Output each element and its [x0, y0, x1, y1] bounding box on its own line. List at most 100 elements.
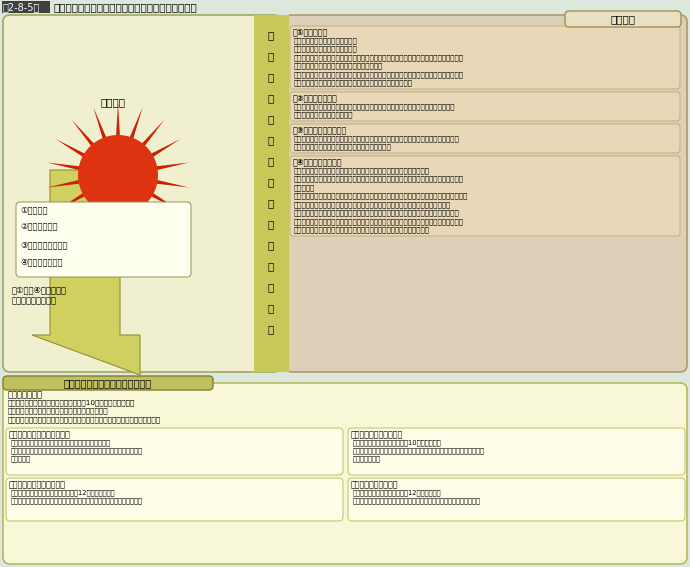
FancyBboxPatch shape	[565, 11, 681, 27]
FancyBboxPatch shape	[290, 124, 680, 153]
Text: 緊急消防援助隊の基本的な出動とアクションプラン: 緊急消防援助隊の基本的な出動とアクションプラン	[54, 2, 198, 12]
Polygon shape	[121, 107, 143, 159]
Text: づ: づ	[268, 261, 274, 271]
Polygon shape	[32, 170, 140, 375]
Text: 災害発生: 災害発生	[101, 97, 126, 107]
Text: ２　第１次出動都道府県大隊で不足する場合、必要に応じ出動要請を行う: ２ 第１次出動都道府県大隊で不足する場合、必要に応じ出動要請を行う	[11, 497, 143, 503]
Text: １　被災想定都道府県に対し、12航空隊を指定: １ 被災想定都道府県に対し、12航空隊を指定	[353, 489, 442, 496]
Text: （２）発生した地震により中部地方、近畿地方及び四国・九州地方の３地域のいずれにお: （２）発生した地震により中部地方、近畿地方及び四国・九州地方の３地域のいずれにお	[294, 193, 469, 199]
Text: 【④南海トラフ地震】: 【④南海トラフ地震】	[293, 158, 342, 167]
Text: 【出動準備都道府県大隊】: 【出動準備都道府県大隊】	[9, 480, 66, 489]
Text: り、迅速かつ的確な対応が可能であると消防庁長官が判断した場合: り、迅速かつ的確な対応が可能であると消防庁長官が判断した場合	[294, 226, 430, 233]
Text: ・①から④以外の地震: ・①から④以外の地震	[12, 285, 67, 294]
FancyBboxPatch shape	[290, 92, 680, 121]
FancyBboxPatch shape	[290, 156, 680, 236]
Polygon shape	[47, 175, 101, 188]
Text: １　全国を８ブロックに分け、各６から10の指揮支援隊を指定: １ 全国を８ブロックに分け、各６から10の指揮支援隊を指定	[8, 399, 135, 405]
Text: 基: 基	[268, 240, 274, 250]
Text: ・その他の自然災害: ・その他の自然災害	[12, 296, 57, 305]
Text: ２　第１次出動航空部隊で不足する場合、必要に応じて出動要請を行う: ２ 第１次出動航空部隊で不足する場合、必要に応じて出動要請を行う	[353, 497, 481, 503]
Text: 被害が見込まれ、又はアクションプランに基づき緊急消防援助隊を運用することによ: 被害が見込まれ、又はアクションプランに基づき緊急消防援助隊を運用することによ	[294, 218, 464, 225]
Text: 各: 各	[268, 30, 274, 40]
Text: 【②首都直下地震】: 【②首都直下地震】	[293, 94, 337, 103]
Text: ョ: ョ	[268, 114, 274, 124]
Text: 強）以上の地震が発生した場合: 強）以上の地震が発生した場合	[294, 112, 353, 118]
Text: ④南海トラフ地震: ④南海トラフ地震	[20, 257, 63, 266]
Text: ア: ア	[268, 51, 274, 61]
Polygon shape	[47, 163, 101, 175]
Text: く: く	[268, 282, 274, 292]
Polygon shape	[132, 181, 180, 211]
FancyBboxPatch shape	[348, 478, 685, 521]
Text: ２　災害発生地及び運航可能機体等を考慮し、必要な航空隊に対し出動要: ２ 災害発生地及び運航可能機体等を考慮し、必要な航空隊に対し出動要	[353, 447, 485, 454]
Text: １　被災想定都道府県に対し、10航空隊を指定: １ 被災想定都道府県に対し、10航空隊を指定	[353, 439, 442, 446]
Text: 【第１次出動都道府県大隊】: 【第１次出動都道府県大隊】	[9, 430, 71, 439]
Text: 適用基準: 適用基準	[611, 14, 635, 24]
Text: １　東海地震に係る注意情報発表: １ 東海地震に係る注意情報発表	[294, 37, 357, 44]
Text: 対: 対	[268, 303, 274, 313]
Text: 第2-8-5図: 第2-8-5図	[3, 2, 41, 12]
Text: 【①東海地震】: 【①東海地震】	[293, 28, 328, 37]
Text: ２　各指揮支援隊から、指揮支援部隊長を１隊指定: ２ 各指揮支援隊から、指揮支援部隊長を１隊指定	[8, 408, 108, 414]
Bar	[0, 0, 690, 14]
Text: プ: プ	[268, 156, 274, 166]
Text: を行う: を行う	[11, 455, 31, 462]
Text: 請等を行う: 請等を行う	[353, 455, 381, 462]
Text: 【出動準備航空小隊】: 【出動準備航空小隊】	[351, 480, 399, 489]
Polygon shape	[115, 193, 121, 247]
Text: 令指定都市は震度５強）以上の地震が発生した場合: 令指定都市は震度５強）以上の地震が発生した場合	[294, 143, 392, 150]
Text: ①東海地震: ①東海地震	[20, 205, 48, 214]
Text: ラ: ラ	[268, 177, 274, 187]
Text: ４　想定震源域内を震源とし、強化地域８都県中２以上の都県で震度６弱（特別区、政令: ４ 想定震源域内を震源とし、強化地域８都県中２以上の都県で震度６弱（特別区、政令	[294, 71, 464, 78]
Text: シ: シ	[268, 93, 274, 103]
Text: １　被災想定都道府県に対し、近隣の４都道府県を指定: １ 被災想定都道府県に対し、近隣の４都道府県を指定	[11, 439, 111, 446]
Polygon shape	[93, 191, 115, 243]
Text: ２　東海地震に係る警戒宣言発令: ２ 東海地震に係る警戒宣言発令	[294, 45, 357, 52]
Text: 想定震源域内を震源とし、緊急消防援助隊出動対象県６県中２以上の県で震度６弱（政: 想定震源域内を震源とし、緊急消防援助隊出動対象県６県中２以上の県で震度６弱（政	[294, 135, 460, 142]
FancyBboxPatch shape	[2, 1, 50, 13]
Polygon shape	[127, 187, 164, 230]
Polygon shape	[135, 163, 189, 175]
Text: ク: ク	[268, 72, 274, 82]
Text: ン: ン	[268, 135, 274, 145]
Text: ③東南海・南海地震: ③東南海・南海地震	[20, 240, 68, 249]
Text: 基　本　的　な　出　動　計　画: 基 本 的 な 出 動 計 画	[64, 378, 152, 388]
Text: ２　災害発生地及び災害規模等を考慮し、必要な都道府県に対し出動要請: ２ 災害発生地及び災害規模等を考慮し、必要な都道府県に対し出動要請	[11, 447, 143, 454]
FancyBboxPatch shape	[6, 478, 343, 521]
Polygon shape	[93, 107, 115, 159]
Circle shape	[78, 135, 158, 215]
FancyBboxPatch shape	[3, 376, 213, 390]
Text: 【③東南海・南海地震】: 【③東南海・南海地震】	[293, 126, 347, 135]
FancyBboxPatch shape	[3, 15, 281, 372]
Text: ては震度５強）以上の地震が発生した場合: ては震度５強）以上の地震が発生した場合	[294, 62, 383, 69]
FancyBboxPatch shape	[348, 428, 685, 475]
Polygon shape	[115, 103, 121, 157]
Polygon shape	[127, 120, 164, 163]
Text: ３　災害発生地、災害規模等を考慮し、必要な指揮支援隊に出動要請等を行う: ３ 災害発生地、災害規模等を考慮し、必要な指揮支援隊に出動要請等を行う	[8, 416, 161, 422]
Text: 【第１次出動航空小隊】: 【第１次出動航空小隊】	[351, 430, 403, 439]
Text: 【指揮支援隊】: 【指揮支援隊】	[8, 390, 43, 399]
FancyBboxPatch shape	[6, 428, 343, 475]
Polygon shape	[56, 181, 104, 211]
FancyBboxPatch shape	[285, 15, 687, 372]
Text: １　以下の（１）、（２）の条件をいずれも満たす地震が発生した場合: １ 以下の（１）、（２）の条件をいずれも満たす地震が発生した場合	[294, 167, 430, 174]
Polygon shape	[72, 120, 109, 163]
Polygon shape	[56, 139, 104, 169]
Text: ２　上記１の条件を満たす地震が発生した場合の他、南海トラフ地震の被害と同程度の: ２ 上記１の条件を満たす地震が発生した場合の他、南海トラフ地震の被害と同程度の	[294, 209, 460, 216]
Polygon shape	[135, 175, 189, 188]
FancyBboxPatch shape	[16, 202, 191, 277]
FancyBboxPatch shape	[290, 26, 680, 89]
Text: １　被災想定都道府県に対し、近隣の12都道府県を指定: １ 被災想定都道府県に対し、近隣の12都道府県を指定	[11, 489, 115, 496]
Text: （１）発生した地震の震央地名が南海トラフ地震の想定震源断層域の地名のいずれかに: （１）発生した地震の震央地名が南海トラフ地震の想定震源断層域の地名のいずれかに	[294, 176, 464, 182]
Text: ン: ン	[268, 198, 274, 208]
Text: いても、震度６強以上が観測された場合、又は大津波警報が発表された場合: いても、震度６強以上が観測された場合、又は大津波警報が発表された場合	[294, 201, 451, 208]
Polygon shape	[121, 191, 143, 243]
FancyBboxPatch shape	[3, 383, 687, 564]
Text: 被害想定４都県中２以上の都県で震度６弱（特別区、政令指定都市については震度５: 被害想定４都県中２以上の都県で震度６弱（特別区、政令指定都市については震度５	[294, 103, 455, 109]
Polygon shape	[132, 139, 180, 169]
Text: ３　１、２の場合に強化地域８都県中１の都県で震度６弱（特別区、政令指定都市につい: ３ １、２の場合に強化地域８都県中１の都県で震度６弱（特別区、政令指定都市につい	[294, 54, 464, 61]
Text: ②首都直下地震: ②首都直下地震	[20, 222, 57, 231]
Polygon shape	[72, 187, 109, 230]
Text: に: に	[268, 219, 274, 229]
Bar	[254, 15, 289, 372]
